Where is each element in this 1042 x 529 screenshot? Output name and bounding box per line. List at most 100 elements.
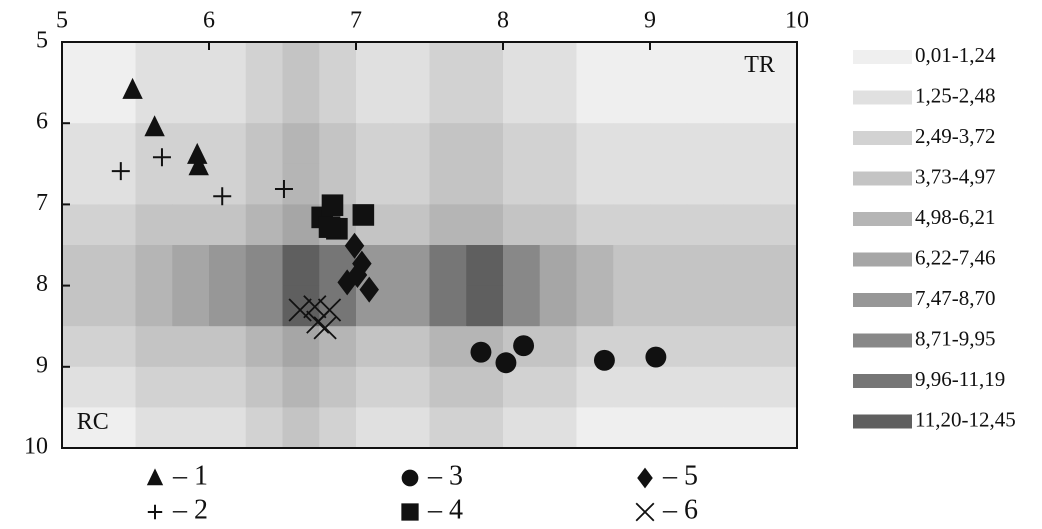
heat-cell <box>723 407 761 449</box>
heat-cell <box>686 42 724 84</box>
heat-cell <box>245 82 283 124</box>
heat-cell <box>539 285 577 327</box>
heat-cell <box>356 82 394 124</box>
heat-cell <box>613 326 651 368</box>
legend-marker <box>401 469 419 487</box>
heat-cell <box>503 366 541 408</box>
legend-swatch <box>853 333 912 348</box>
heat-cell <box>282 366 320 408</box>
heat-cell <box>723 42 761 84</box>
point <box>317 298 342 322</box>
heat-cell <box>466 163 504 205</box>
x-tick-label: 9 <box>644 8 656 34</box>
x-tick-label: 5 <box>56 8 68 34</box>
heat-cell <box>429 42 467 84</box>
heat-cell <box>466 285 504 327</box>
heat-cell <box>576 123 614 165</box>
heat-cell <box>98 123 136 165</box>
heat-cell <box>135 366 173 408</box>
heat-cell <box>209 123 247 165</box>
heat-cell <box>319 326 357 368</box>
heat-cell <box>576 245 614 287</box>
heat-cell <box>172 42 210 84</box>
x-tick-label: 7 <box>350 8 362 34</box>
heat-cell <box>62 407 100 449</box>
heat-cell <box>613 163 651 205</box>
heat-cell <box>503 204 541 246</box>
heat-cell <box>98 326 136 368</box>
y-tick-label: 5 <box>36 28 48 54</box>
heat-cell <box>613 285 651 327</box>
heat-cell <box>209 245 247 287</box>
legend-swatch <box>853 131 912 145</box>
heat-cell <box>650 204 688 246</box>
annotation: TR <box>744 52 775 78</box>
point <box>111 162 130 181</box>
legend-label: 8,71-9,95 <box>915 326 996 350</box>
heat-cell <box>429 366 467 408</box>
heat-cell <box>760 366 798 408</box>
point <box>470 341 492 363</box>
heat-cell <box>429 82 467 124</box>
x-tick-label: 6 <box>203 8 215 34</box>
point <box>274 179 293 198</box>
legend-label: 6,22-7,46 <box>915 245 996 269</box>
heat-cell <box>282 326 320 368</box>
legend-label: 4,98-6,21 <box>915 205 996 229</box>
heat-cell <box>135 204 173 246</box>
point <box>495 352 517 374</box>
legend-label: – 5 <box>662 460 698 491</box>
heat-cell <box>429 285 467 327</box>
legend-marker <box>635 502 655 522</box>
heat-cell <box>539 326 577 368</box>
heat-cell <box>62 285 100 327</box>
heat-cell <box>282 42 320 84</box>
heat-cell <box>62 163 100 205</box>
point <box>303 295 327 319</box>
heat-cell <box>62 366 100 408</box>
heat-cell <box>466 42 504 84</box>
heat-cell <box>98 42 136 84</box>
heat-cell <box>209 82 247 124</box>
heat-cell <box>576 407 614 449</box>
heat-cell <box>466 366 504 408</box>
legend-label: 9,96-11,19 <box>915 367 1005 391</box>
heat-cell <box>392 163 430 205</box>
point <box>188 154 209 176</box>
axes: 5 6 7 8 9 10 5 6 7 8 9 10 TR RC – 1– 2 – 3– 4 – 5– 6 <box>24 8 809 526</box>
heat-cell <box>613 82 651 124</box>
heat-cell <box>466 245 504 287</box>
heat-cell <box>135 326 173 368</box>
heat-cell <box>539 245 577 287</box>
heat-cell <box>650 123 688 165</box>
point <box>645 346 667 368</box>
heat-cell <box>429 163 467 205</box>
heat-cell <box>686 245 724 287</box>
heat-cell <box>209 407 247 449</box>
heat-cell <box>172 245 210 287</box>
legend-swatch <box>853 212 912 226</box>
heat-cell <box>613 407 651 449</box>
heat-cell <box>760 204 798 246</box>
legend-swatch <box>853 90 912 105</box>
heat-cell <box>62 42 100 84</box>
heat-cell <box>723 245 761 287</box>
heat-cell <box>576 285 614 327</box>
heat-cell <box>356 123 394 165</box>
heat-cell <box>319 366 357 408</box>
heat-cell <box>62 123 100 165</box>
heat-cell <box>172 82 210 124</box>
heat-cell <box>356 42 394 84</box>
heat-cell <box>282 407 320 449</box>
heat-cell <box>429 245 467 287</box>
heat-cell <box>209 285 247 327</box>
heat-cell <box>392 204 430 246</box>
legend-swatch <box>853 171 912 186</box>
heat-cell <box>172 366 210 408</box>
heatmap <box>62 42 798 449</box>
point <box>352 204 375 226</box>
heat-cell <box>686 407 724 449</box>
legend-swatch <box>853 252 912 267</box>
heat-cell <box>429 326 467 368</box>
heat-cell <box>135 285 173 327</box>
